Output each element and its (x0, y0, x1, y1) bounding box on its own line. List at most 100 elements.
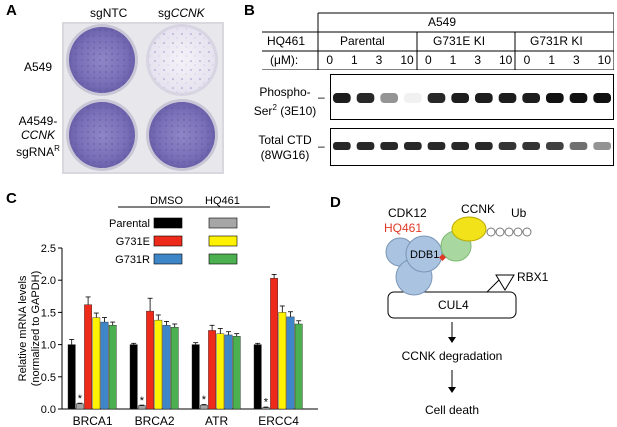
blot1-dash: – (318, 90, 325, 104)
blot2-dash: – (318, 139, 325, 153)
blot1-band (593, 93, 611, 103)
blot1-band (498, 93, 517, 103)
group-g731r: G731R KI (530, 34, 583, 48)
col-left-suffix: NTC (102, 6, 128, 20)
unit-label: (μM): (270, 53, 299, 67)
legend-swatch-hq461 (208, 253, 238, 265)
ub-bead (504, 227, 514, 237)
dose-label: 0 (523, 53, 531, 67)
col-label-sgntc: sgNTC (90, 6, 127, 20)
blot1-sup: 2 (272, 103, 277, 112)
blot2-band (522, 142, 540, 150)
ccnk-shape (451, 216, 487, 242)
dose-label: 3 (573, 53, 580, 67)
ub-label: Ub (511, 206, 527, 220)
col-right-suffix: CCNK (170, 6, 205, 20)
significance-star: * (264, 397, 269, 409)
significance-star: * (202, 394, 207, 406)
bar (232, 336, 241, 410)
bar (253, 344, 262, 410)
rbx1-label: RBX1 (517, 270, 549, 284)
legend-col-hq461: HQ461 (205, 195, 240, 207)
blot2-band (404, 142, 422, 150)
y-axis-label-line1: Relative mRNA levels (17, 275, 29, 381)
compound-label: HQ461 (267, 34, 306, 48)
blot1-ser: Ser (253, 104, 273, 118)
blot1-label: Phospho- Ser2 (3E10) (252, 85, 318, 119)
dose-label: 10 (597, 53, 612, 67)
blot2-band (569, 142, 588, 150)
x-category-label: ERCC4 (258, 414, 299, 427)
group-g731e: G731E KI (433, 34, 486, 48)
col-label-sgccnk: sgCCNK (158, 6, 205, 20)
arrowhead-2 (448, 387, 456, 393)
bar (84, 304, 93, 410)
blot1-band (356, 93, 375, 103)
colony-plate-image (62, 22, 224, 174)
bar (278, 312, 287, 410)
bar (108, 325, 117, 410)
dose-label: 1 (351, 53, 358, 67)
row2-line3-text: sgRNA (16, 145, 55, 159)
col-right-prefix: sg (158, 6, 171, 20)
bar (154, 319, 163, 410)
blot2-band (427, 142, 446, 150)
dose-label: 3 (474, 53, 482, 67)
panel-d-label: D (330, 194, 341, 211)
bar (208, 330, 216, 410)
legend-col-dmso: DMSO (150, 195, 183, 207)
blot1-band (475, 93, 493, 103)
cul4-label: CUL4 (438, 298, 469, 312)
panel-a-label: A (6, 2, 17, 19)
blot2-band (451, 142, 469, 150)
legend-row-label: G731R (115, 254, 150, 266)
blot2-band (546, 142, 564, 150)
legend-swatch-hq461 (208, 235, 238, 247)
blot1-band (569, 93, 588, 103)
dose-label: 1 (449, 53, 457, 67)
ub-bead (495, 227, 505, 237)
blot-phospho-ser2 (330, 74, 614, 120)
blot2-line1: Total CTD (258, 133, 312, 147)
well-texture (69, 102, 135, 168)
blot2-band (498, 142, 517, 150)
x-category-label: ATR (205, 414, 228, 427)
blot1-band (546, 93, 564, 103)
group-parental: Parental (340, 34, 385, 48)
row2-line1: A4549- (18, 114, 58, 128)
cell-death-label: Cell death (425, 403, 479, 417)
blot1-band (404, 93, 422, 103)
blot-header-table (262, 12, 614, 70)
hq461-label: HQ461 (384, 221, 422, 235)
hq461-molecule (438, 253, 447, 262)
blot1-frame (330, 74, 614, 120)
ub-bead (486, 227, 496, 237)
well-texture (149, 27, 215, 93)
bar (270, 278, 278, 410)
arrowhead-1 (448, 337, 456, 343)
blot1-line1: Phospho- (259, 85, 311, 99)
y-tick-label: 0.5 (41, 372, 56, 384)
dose-label: 0 (425, 53, 432, 67)
blot1-band (522, 93, 540, 103)
ub-bead (522, 227, 532, 237)
bar (100, 321, 109, 410)
blot-total-ctd (330, 128, 614, 166)
row2-sup: R (54, 144, 60, 153)
y-tick-label: 0.0 (41, 404, 56, 416)
y-tick-label: 2.0 (41, 275, 56, 287)
ub-bead (513, 227, 523, 237)
bar (129, 344, 138, 410)
blot2-frame (330, 128, 614, 166)
blot2-line2: (8WG16) (260, 148, 310, 162)
y-tick-label: 1.5 (41, 307, 56, 319)
blot2-band (356, 142, 375, 150)
blot1-band (380, 93, 398, 103)
well-texture (69, 27, 135, 93)
bar (162, 325, 171, 410)
bar (191, 344, 200, 410)
dose-label: 10 (499, 53, 513, 67)
x-category-label: BRCA1 (73, 414, 113, 427)
blot1-line2: Ser2 (3E10) (252, 100, 318, 119)
legend-row-label: Parental (109, 218, 150, 230)
